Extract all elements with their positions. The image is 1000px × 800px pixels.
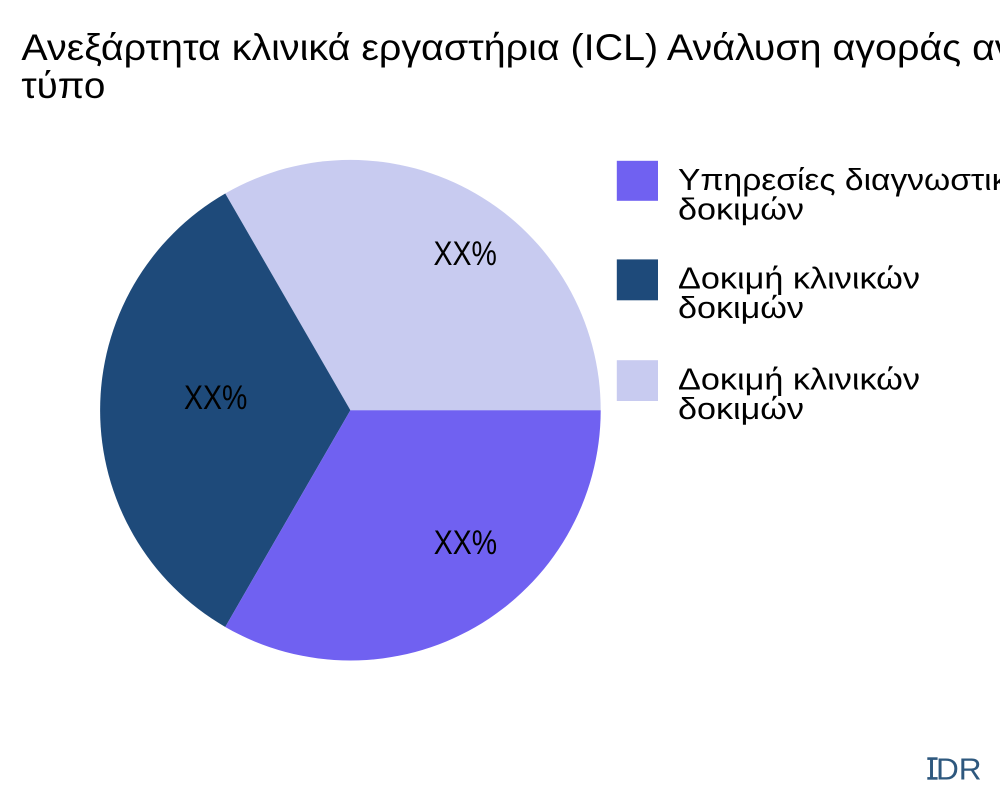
- svg-text:δοκιμών: δοκιμών: [678, 192, 804, 227]
- svg-text:δοκιμών: δοκιμών: [678, 391, 804, 426]
- svg-text:τύπο: τύπο: [21, 65, 105, 106]
- svg-text:Υπηρεσίες διαγνωστικών: Υπηρεσίες διαγνωστικών: [678, 162, 1000, 197]
- svg-text:XX%: XX%: [434, 524, 497, 562]
- svg-text:XX%: XX%: [184, 379, 247, 417]
- svg-text:Δοκιμή κλινικών: Δοκιμή κλινικών: [678, 261, 920, 296]
- svg-text:Ανεξάρτητα κλινικά εργαστήρια: Ανεξάρτητα κλινικά εργαστήρια (ICL) Ανάλ…: [21, 27, 1000, 68]
- svg-text:XX%: XX%: [434, 235, 497, 273]
- svg-text:Δοκιμή κλινικών: Δοκιμή κλινικών: [678, 361, 920, 396]
- svg-text:IDR: IDR: [927, 752, 981, 787]
- svg-text:δοκιμών: δοκιμών: [678, 290, 804, 325]
